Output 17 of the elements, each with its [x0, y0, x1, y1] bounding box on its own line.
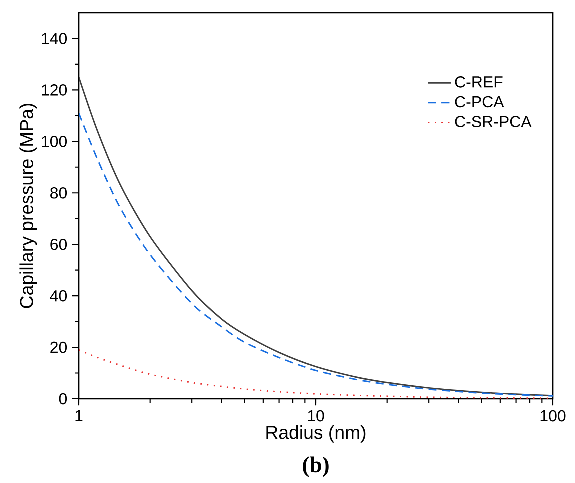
y-tick-label: 60	[50, 238, 68, 250]
legend-label: C-REF	[455, 76, 503, 88]
y-tick-label: 100	[42, 136, 68, 148]
y-tick-label: 140	[42, 33, 68, 44]
text: (b)	[303, 456, 329, 478]
x-tick-label: 100	[540, 410, 566, 422]
y-tick-label: 120	[42, 84, 68, 96]
x-tick-label: 1	[76, 410, 83, 422]
y-axis-title: Capillary pressure (MPa)	[20, 104, 38, 308]
y-tick-label: 80	[50, 187, 68, 199]
legend-label: C-SR-PCA	[455, 116, 532, 128]
legend-label: C-PCA	[455, 96, 504, 108]
x-axis-title: Radius (nm)	[266, 426, 366, 443]
y-tick-label: 20	[50, 342, 68, 354]
y-tick-label: 40	[50, 290, 68, 302]
x-tick-label: 10	[308, 410, 324, 422]
y-tick-label: 0	[59, 393, 68, 405]
